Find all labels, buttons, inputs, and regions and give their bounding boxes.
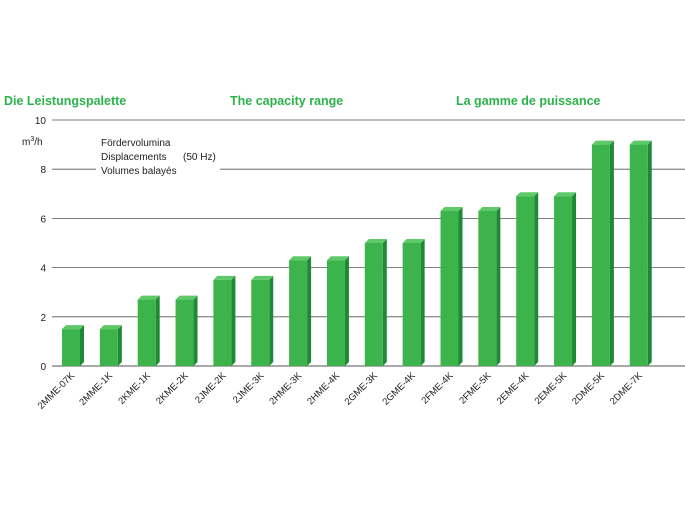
bar-2HME-4K — [326, 256, 349, 366]
title-english: The capacity range — [230, 94, 344, 108]
x-label-2FME-4K: 2FME-4K — [419, 370, 456, 407]
bar-front — [440, 211, 459, 366]
bar-side — [307, 256, 312, 366]
bar-top — [213, 275, 236, 280]
bar-2FME-5K — [478, 207, 501, 366]
x-label-2FME-5K: 2FME-5K — [457, 370, 494, 407]
bar-front — [554, 196, 573, 366]
bar-front — [62, 329, 80, 366]
legend-note-background — [96, 133, 220, 177]
x-label-2EME-4K: 2EME-4K — [495, 370, 532, 407]
bar-top — [62, 325, 84, 330]
y-tick-2: 2 — [40, 313, 46, 324]
x-label-2DME-5K: 2DME-5K — [570, 370, 607, 407]
bar-side — [155, 295, 160, 366]
bar-top — [591, 140, 614, 145]
bar-front — [478, 211, 497, 366]
bar-front — [402, 243, 421, 366]
legend-note-line3: Volumes balayés — [101, 166, 177, 177]
bar-side — [269, 275, 274, 366]
bar-side — [382, 239, 387, 366]
bar-2EME-4K — [516, 192, 539, 366]
bar-top — [440, 207, 463, 212]
legend-note-frequency: (50 Hz) — [183, 152, 216, 163]
x-label-2GME-3K: 2GME-3K — [343, 370, 381, 408]
bar-2HME-3K — [289, 256, 312, 366]
bar-front — [289, 260, 308, 366]
x-label-2MME-07K: 2MME-07K — [36, 370, 78, 412]
bar-front — [591, 144, 610, 366]
bar-side — [117, 325, 122, 366]
y-tick-6: 6 — [40, 214, 46, 225]
bar-side — [572, 192, 577, 366]
bar-front — [175, 299, 194, 366]
bar-top — [99, 325, 122, 330]
x-label-2MME-1K: 2MME-1K — [77, 370, 115, 408]
bar-2GME-4K — [402, 239, 425, 366]
bar-2GME-3K — [364, 239, 387, 366]
bar-2JME-2K — [213, 275, 236, 366]
bars — [62, 140, 652, 366]
bar-2DME-7K — [629, 140, 652, 366]
bar-top — [364, 239, 387, 243]
x-tick-labels: 2MME-07K 2MME-1K 2KME-1K 2KME-2K 2JME-2K 2JME… — [36, 370, 646, 412]
bar-front — [364, 243, 383, 366]
y-tick-4: 4 — [40, 264, 46, 275]
bar-top — [251, 275, 274, 280]
bar-side — [231, 275, 236, 366]
bar-top — [289, 256, 312, 261]
bar-2KME-1K — [137, 295, 160, 366]
bar-2MME-07K — [62, 325, 84, 366]
bar-side — [609, 140, 614, 366]
y-tick-labels: 0 2 4 6 8 10 — [35, 116, 47, 373]
bar-top — [326, 256, 349, 261]
x-label-2DME-7K: 2DME-7K — [608, 370, 645, 407]
x-label-2JME-2K: 2JME-2K — [193, 370, 229, 406]
x-label-2HME-3K: 2HME-3K — [267, 370, 304, 407]
legend-note-line1: Fördervolumina — [101, 138, 171, 149]
bar-side — [193, 295, 198, 366]
x-label-2HME-4K: 2HME-4K — [305, 370, 342, 407]
y-tick-10: 10 — [35, 116, 47, 127]
y-tick-8: 8 — [40, 165, 46, 176]
bar-front — [99, 329, 118, 366]
x-label-2EME-5K: 2EME-5K — [533, 370, 570, 407]
bar-side — [420, 239, 425, 366]
bar-side — [80, 325, 84, 366]
bar-side — [458, 207, 463, 366]
bar-front — [213, 279, 232, 366]
bar-top — [516, 192, 539, 197]
x-label-2JME-3K: 2JME-3K — [231, 370, 267, 406]
bar-top — [175, 295, 198, 300]
title-german: Die Leistungspalette — [4, 94, 127, 108]
bar-top — [137, 295, 160, 300]
bar-top — [478, 207, 501, 212]
bar-2DME-5K — [591, 140, 614, 366]
y-tick-0: 0 — [40, 362, 46, 373]
x-label-2KME-1K: 2KME-1K — [116, 370, 153, 407]
bar-front — [629, 144, 648, 366]
bar-2EME-5K — [554, 192, 577, 366]
bar-2MME-1K — [99, 325, 122, 366]
title-french: La gamme de puissance — [456, 94, 601, 108]
bar-top — [554, 192, 577, 197]
x-label-2KME-2K: 2KME-2K — [154, 370, 191, 407]
bar-front — [326, 260, 345, 366]
bar-front — [137, 299, 156, 366]
bar-front — [251, 279, 270, 366]
bar-side — [344, 256, 349, 366]
bar-front — [516, 196, 535, 366]
y-axis-unit: m3/h — [22, 136, 43, 148]
bar-side — [534, 192, 539, 366]
bar-top — [402, 239, 425, 243]
bar-2FME-4K — [440, 207, 463, 366]
bar-side — [496, 207, 501, 366]
bar-2JME-3K — [251, 275, 274, 366]
x-label-2GME-4K: 2GME-4K — [380, 370, 418, 408]
legend-note-line2: Displacements — [101, 152, 167, 163]
bar-side — [647, 140, 652, 366]
bar-2KME-2K — [175, 295, 198, 366]
bar-top — [629, 140, 652, 145]
